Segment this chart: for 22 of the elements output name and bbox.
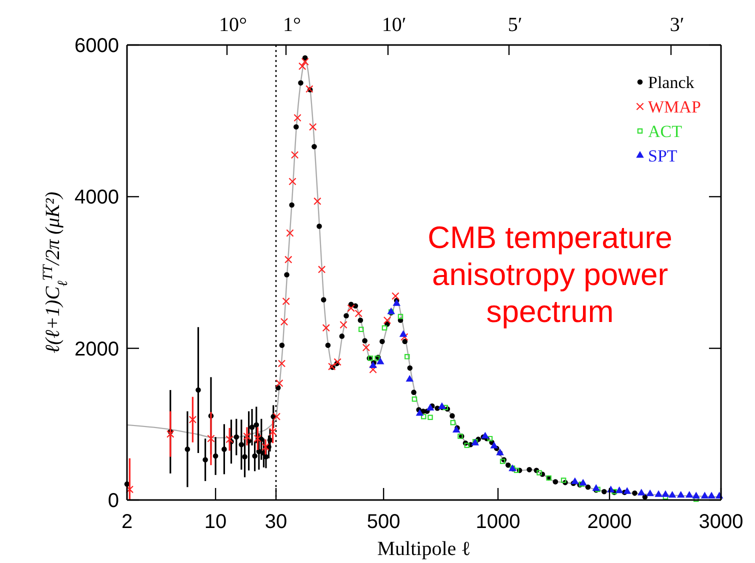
legend-label: SPT bbox=[648, 146, 678, 166]
x-tick-label: 30 bbox=[264, 511, 288, 533]
legend-label: ACT bbox=[648, 122, 683, 141]
text: 1° bbox=[283, 14, 301, 36]
x-tick-label: 10 bbox=[204, 511, 227, 533]
y-tick-label: 6000 bbox=[74, 35, 119, 57]
annotation: CMB temperature anisotropy power spectrum bbox=[428, 220, 672, 329]
x-tick-label: 2000 bbox=[587, 511, 632, 533]
x-tick-label: 500 bbox=[366, 511, 400, 533]
legend-label: WMAP bbox=[648, 98, 701, 116]
text: 3′ bbox=[670, 14, 684, 36]
y-tick-label: 2000 bbox=[74, 338, 119, 360]
legend-label: Planck bbox=[648, 73, 695, 92]
text: 10° bbox=[219, 14, 247, 36]
x-axis-title: Multipole ℓ bbox=[377, 538, 471, 560]
y-tick-label: 0 bbox=[108, 490, 119, 512]
text: 10′ bbox=[382, 14, 406, 36]
y-tick-label: 4000 bbox=[74, 186, 119, 209]
x-tick-label: 1000 bbox=[476, 511, 520, 533]
x-tick-label: 3000 bbox=[698, 511, 744, 533]
x-tick-label: 2 bbox=[121, 511, 133, 533]
text: 5′ bbox=[508, 14, 522, 36]
